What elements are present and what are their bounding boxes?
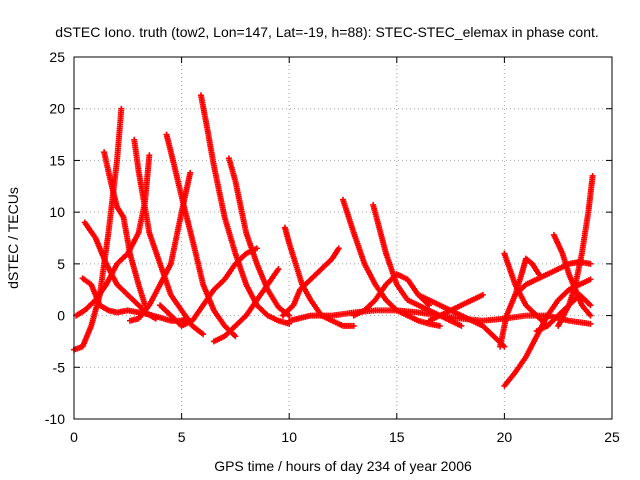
y-tick-label: -10 <box>45 411 65 427</box>
y-tick-label: 25 <box>49 49 65 65</box>
data-point <box>200 331 207 338</box>
data-series <box>555 172 596 329</box>
plot-frame <box>73 56 613 420</box>
data-series <box>279 245 342 319</box>
data-point <box>426 302 433 309</box>
y-tick-label: 5 <box>57 256 65 272</box>
y-tick-label: 20 <box>49 101 65 117</box>
y-tick-label: 15 <box>49 152 65 168</box>
x-tick-label: 10 <box>281 429 297 445</box>
data-series <box>512 255 542 298</box>
data-series <box>81 219 159 322</box>
data-series <box>126 169 194 324</box>
y-tick-label: -5 <box>53 359 66 375</box>
data-point <box>587 276 594 283</box>
data-point <box>118 105 125 112</box>
data-point <box>286 312 293 319</box>
data-point <box>335 245 342 252</box>
chart-title: dSTEC Iono. truth (tow2, Lon=147, Lat=-1… <box>55 24 599 40</box>
data-point <box>232 333 239 340</box>
x-tick-label: 5 <box>178 429 186 445</box>
x-tick-label: 20 <box>497 429 513 445</box>
y-tick-label: 10 <box>49 204 65 220</box>
data-point <box>587 302 594 309</box>
grid <box>74 57 612 419</box>
data-point <box>587 312 594 319</box>
data-series <box>210 266 282 345</box>
data-point <box>587 260 594 267</box>
data-point <box>479 291 486 298</box>
data-point <box>253 245 260 252</box>
data-series <box>286 307 594 327</box>
data-series <box>426 291 486 324</box>
data-point <box>436 322 443 329</box>
y-axis-label: dSTEC / TECUs <box>5 187 21 289</box>
x-tick-label: 25 <box>604 429 620 445</box>
data-series <box>197 92 293 327</box>
x-axis-label: GPS time / hours of day 234 of year 2006 <box>214 458 472 474</box>
data-series <box>73 152 153 319</box>
data-layer <box>71 92 596 389</box>
data-point <box>535 271 542 278</box>
data-series <box>157 245 260 329</box>
x-tick-label: 15 <box>389 429 405 445</box>
data-point <box>587 320 594 327</box>
data-point <box>458 322 465 329</box>
x-tick-label: 0 <box>70 429 78 445</box>
data-series <box>497 258 594 350</box>
data-point <box>350 322 357 329</box>
data-series <box>281 224 357 329</box>
data-point <box>275 266 282 273</box>
y-tick-label: 0 <box>57 308 65 324</box>
data-point <box>152 315 159 322</box>
data-series <box>101 149 149 309</box>
data-point <box>589 172 596 179</box>
data-point <box>126 317 133 324</box>
